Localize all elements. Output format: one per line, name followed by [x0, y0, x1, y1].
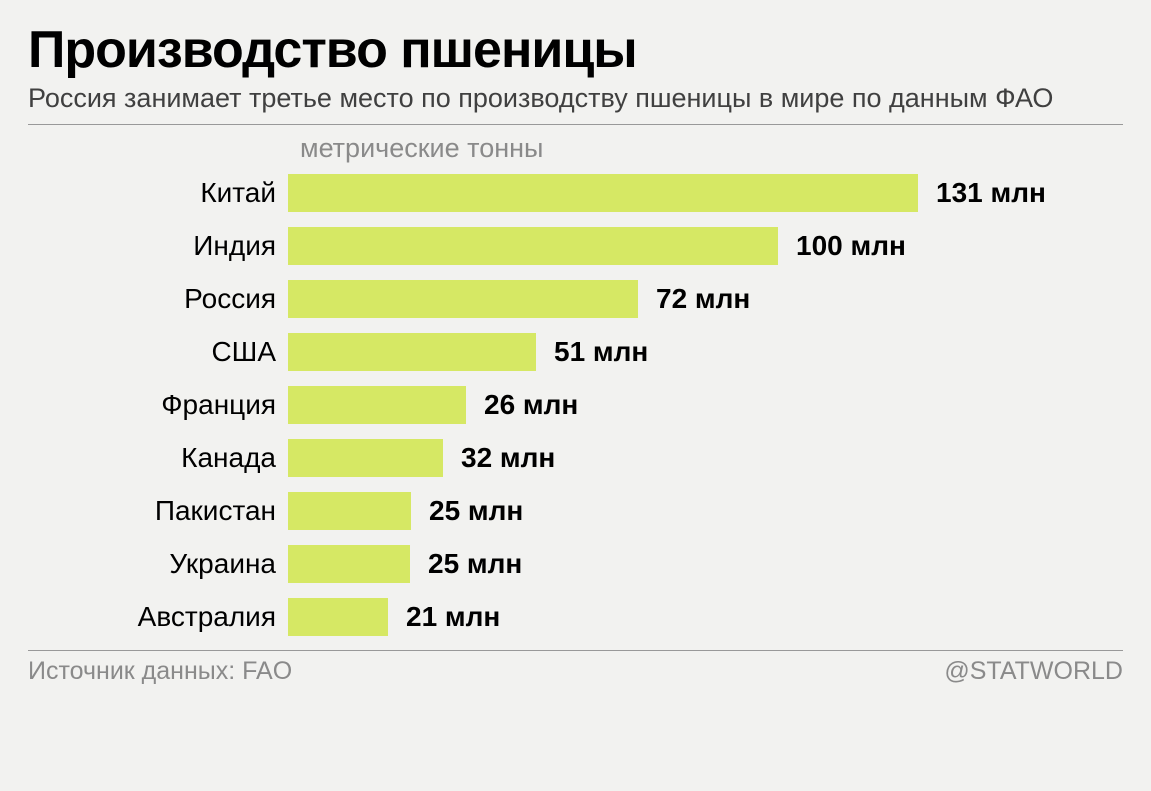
chart-row: Россия 72 млн — [28, 280, 1123, 318]
bar — [288, 333, 536, 371]
bar-zone: 100 млн — [288, 227, 1123, 265]
bar-zone: 26 млн — [288, 386, 1123, 424]
bar-zone: 72 млн — [288, 280, 1123, 318]
bar-zone: 131 млн — [288, 174, 1123, 212]
value-label: 26 млн — [484, 389, 578, 421]
bar — [288, 598, 388, 636]
bar — [288, 439, 443, 477]
country-label: США — [28, 336, 288, 368]
value-label: 72 млн — [656, 283, 750, 315]
bar — [288, 280, 638, 318]
country-label: Австралия — [28, 601, 288, 633]
chart-row: Украина 25 млн — [28, 545, 1123, 583]
value-label: 21 млн — [406, 601, 500, 633]
country-label: Китай — [28, 177, 288, 209]
value-label: 131 млн — [936, 177, 1046, 209]
axis-label: метрические тонны — [300, 133, 1123, 164]
bar — [288, 492, 411, 530]
footer: Источник данных: FAO @STATWORLD — [28, 651, 1123, 686]
value-label: 32 млн — [461, 442, 555, 474]
chart-row: Пакистан 25 млн — [28, 492, 1123, 530]
country-label: Канада — [28, 442, 288, 474]
value-label: 25 млн — [429, 495, 523, 527]
bar-zone: 32 млн — [288, 439, 1123, 477]
bar-zone: 25 млн — [288, 545, 1123, 583]
country-label: Франция — [28, 389, 288, 421]
country-label: Индия — [28, 230, 288, 262]
bar-zone: 21 млн — [288, 598, 1123, 636]
value-label: 25 млн — [428, 548, 522, 580]
bar — [288, 386, 466, 424]
chart-subtitle: Россия занимает третье место по производ… — [28, 82, 1123, 116]
attribution-text: @STATWORLD — [944, 657, 1123, 686]
bar — [288, 545, 410, 583]
chart-title: Производство пшеницы — [28, 20, 1123, 80]
chart-row: Китай 131 млн — [28, 174, 1123, 212]
country-label: Пакистан — [28, 495, 288, 527]
source-prefix: Источник данных: — [28, 657, 242, 685]
chart-rows: Китай 131 млн Индия 100 млн Россия 72 млн США 5… — [28, 174, 1123, 636]
bar-zone: 51 млн — [288, 333, 1123, 371]
bar-zone: 25 млн — [288, 492, 1123, 530]
country-label: Россия — [28, 283, 288, 315]
chart-area: метрические тонны Китай 131 млн Индия 100 м… — [28, 125, 1123, 650]
chart-row: Франция 26 млн — [28, 386, 1123, 424]
bar — [288, 227, 778, 265]
chart-row: Канада 32 млн — [28, 439, 1123, 477]
country-label: Украина — [28, 548, 288, 580]
bar — [288, 174, 918, 212]
source-name: FAO — [242, 657, 292, 685]
chart-row: Индия 100 млн — [28, 227, 1123, 265]
chart-row: Австралия 21 млн — [28, 598, 1123, 636]
value-label: 51 млн — [554, 336, 648, 368]
source-text: Источник данных: FAO — [28, 657, 292, 686]
chart-row: США 51 млн — [28, 333, 1123, 371]
value-label: 100 млн — [796, 230, 906, 262]
